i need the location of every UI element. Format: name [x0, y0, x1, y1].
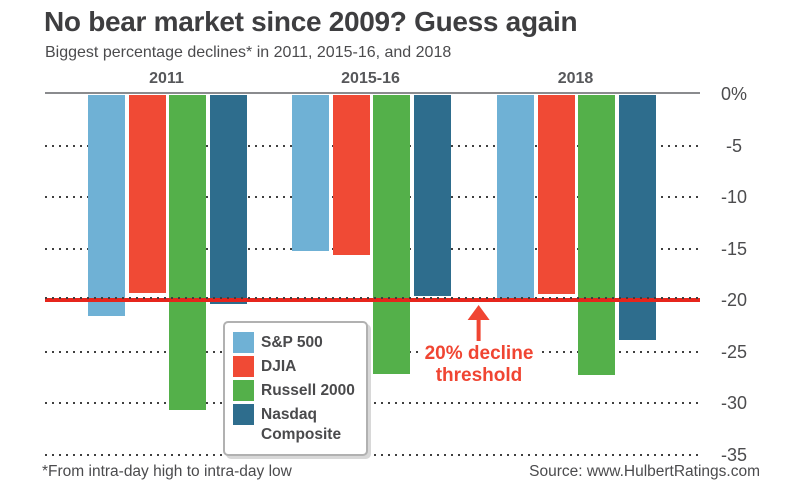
bar-2011-russell-2000: [169, 95, 206, 411]
y-tick-label-30: -30: [720, 393, 747, 413]
threshold-label-line2: threshold: [435, 365, 523, 386]
gridline-20: [45, 297, 700, 299]
gridline-25: [45, 350, 700, 353]
y-tick-label-25: -25: [720, 341, 747, 362]
arrow-shaft: [477, 320, 481, 341]
gridline-10: [45, 196, 700, 198]
legend-item-nasdaq-composite: Nasdaq Composite: [233, 404, 358, 445]
bar-2011-s-p-500: [88, 95, 125, 317]
category-label-2015-16: 2015-16: [341, 70, 400, 87]
legend-item-russell-2000: Russell 2000: [233, 380, 358, 401]
y-tick-label-20: -20: [720, 290, 747, 310]
footnote: *From intra-day high to intra-day low: [42, 463, 292, 480]
bar-2018-nasdaq-composite: [618, 95, 656, 341]
legend-item-s-p-500: S&P 500: [233, 332, 358, 353]
gridline-5: [45, 144, 700, 147]
legend-swatch-nasdaq-composite: [233, 404, 254, 425]
zero-axis-line: [45, 92, 700, 94]
legend-label-djia: DJIA: [261, 358, 297, 375]
gridline-15: [45, 247, 700, 250]
source-credit: Source: www.HulbertRatings.com: [529, 463, 760, 480]
legend-items: S&P 500 DJIA Russell 2000 Nasdaq Composite: [233, 332, 358, 445]
chart-title: No bear market since 2009? Guess again: [44, 6, 578, 37]
legend-label-s-p-500: S&P 500: [261, 334, 323, 351]
y-tick-label-0: 0%: [720, 84, 747, 104]
y-tick-label-15: -15: [720, 238, 747, 259]
legend-label-nasdaq-composite: Nasdaq Composite: [261, 406, 342, 443]
legend: S&P 500 DJIA Russell 2000 Nasdaq Composite: [223, 321, 368, 456]
bar-2015-16-s-p-500: [292, 95, 329, 251]
y-tick-label-5: -5: [725, 135, 742, 156]
category-label-2018: 2018: [557, 70, 594, 87]
arrow-head: [468, 305, 490, 320]
legend-item-djia: DJIA: [233, 356, 358, 377]
legend-label-russell-2000: Russell 2000: [261, 382, 355, 399]
bar-2015-16-djia: [332, 95, 370, 255]
threshold-label-line1: 20% decline: [424, 343, 534, 364]
category-label-2011: 2011: [149, 70, 184, 87]
bar-2018-russell-2000: [578, 95, 615, 376]
chart-subtitle: Biggest percentage declines* in 2011, 20…: [45, 44, 452, 61]
gridline-35: [45, 453, 700, 456]
bar-2015-16-nasdaq-composite: [413, 95, 451, 296]
legend-swatch-s-p-500: [233, 332, 254, 353]
legend-swatch-russell-2000: [233, 380, 254, 401]
bar-2018-s-p-500: [497, 95, 534, 303]
threshold-line: [45, 298, 700, 302]
threshold-label: 20% decline threshold: [419, 343, 539, 387]
bar-2015-16-russell-2000: [373, 95, 410, 375]
up-arrow-icon: [468, 305, 490, 341]
bar-2018-djia: [537, 95, 575, 294]
y-tick-label-10: -10: [720, 187, 747, 207]
threshold-annotation: 20% decline threshold: [419, 305, 539, 387]
legend-swatch-djia: [233, 356, 254, 377]
y-tick-label-35: -35: [720, 444, 747, 465]
bar-2011-nasdaq-composite: [209, 95, 247, 305]
gridline-30: [45, 402, 700, 404]
bar-2011-djia: [128, 95, 166, 293]
